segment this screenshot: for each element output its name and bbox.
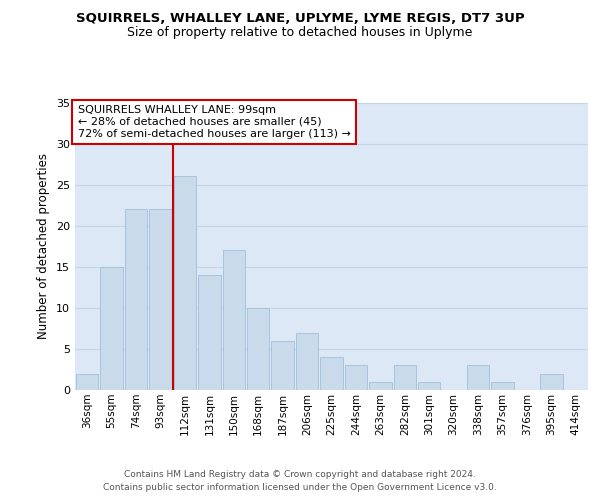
Bar (418, 382, 440, 390)
Bar (296, 332, 319, 390)
Text: SQUIRRELS, WHALLEY LANE, UPLYME, LYME REGIS, DT7 3UP: SQUIRRELS, WHALLEY LANE, UPLYME, LYME RE… (76, 12, 524, 26)
Text: Size of property relative to detached houses in Uplyme: Size of property relative to detached ho… (127, 26, 473, 39)
Bar (369, 382, 392, 390)
Bar (491, 382, 514, 390)
Bar (247, 308, 269, 390)
Bar (125, 210, 148, 390)
Bar (320, 357, 343, 390)
Text: Contains HM Land Registry data © Crown copyright and database right 2024.: Contains HM Land Registry data © Crown c… (124, 470, 476, 479)
Bar (394, 366, 416, 390)
Bar (149, 210, 172, 390)
Bar (344, 366, 367, 390)
Text: SQUIRRELS WHALLEY LANE: 99sqm
← 28% of detached houses are smaller (45)
72% of s: SQUIRRELS WHALLEY LANE: 99sqm ← 28% of d… (77, 106, 350, 138)
Bar (540, 374, 563, 390)
Y-axis label: Number of detached properties: Number of detached properties (37, 153, 50, 340)
Bar (76, 374, 98, 390)
Bar (198, 275, 221, 390)
Bar (173, 176, 196, 390)
Bar (271, 340, 294, 390)
Bar (100, 267, 123, 390)
Bar (223, 250, 245, 390)
Text: Contains public sector information licensed under the Open Government Licence v3: Contains public sector information licen… (103, 483, 497, 492)
Bar (467, 366, 490, 390)
